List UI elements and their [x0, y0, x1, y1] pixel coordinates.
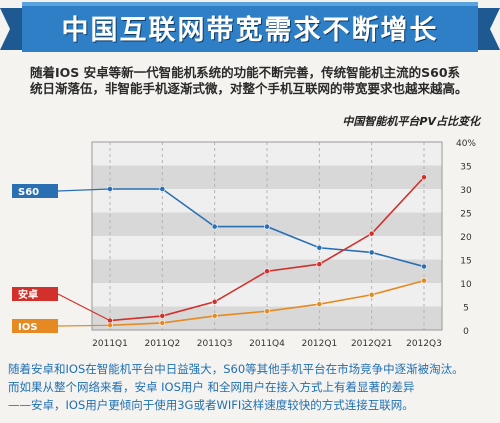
grid-band — [92, 189, 442, 213]
footer-line-3: ——安卓，IOS用户更倾向于使用3G或者WIFI这样速度较快的方式连接互联网。 — [8, 398, 414, 412]
x-tick-label: 2011Q4 — [249, 339, 285, 349]
series-tag-leader — [57, 188, 111, 192]
y-tick-label: 35 — [460, 163, 471, 173]
page-title: 中国互联网带宽需求不断增长 — [61, 15, 439, 46]
y-tick-label: 30 — [460, 186, 472, 196]
data-point — [316, 301, 323, 308]
data-point — [368, 230, 375, 237]
series-tag — [12, 184, 58, 198]
y-tick-label: 25 — [460, 210, 471, 220]
series-tag — [12, 319, 58, 333]
series-tag-label: 安卓 — [18, 288, 38, 301]
data-point — [264, 223, 270, 230]
data-point — [159, 186, 166, 192]
x-tick-label: 2011Q1 — [92, 339, 128, 349]
series-tag-label: S60 — [18, 187, 39, 198]
footer-text: 随着安卓和IOS在智能机平台中日益强大，S60等其他手机平台在市场竞争中逐渐被淘… — [8, 360, 496, 414]
data-point — [264, 268, 270, 275]
grid-band — [92, 236, 442, 260]
chart-title: 中国智能机平台PV占比变化 — [342, 115, 480, 128]
series-tag-leader — [57, 293, 111, 322]
y-tick-label: 5 — [463, 304, 469, 314]
x-tick-label: 2011Q3 — [197, 339, 233, 349]
data-point — [159, 312, 166, 319]
x-tick-label: 2012Q1 — [301, 339, 337, 349]
footer-line-1: 随着安卓和IOS在智能机平台中日益强大，S60等其他手机平台在市场竞争中逐渐被淘… — [8, 362, 464, 376]
x-tick-label: 2012Q21 — [351, 339, 392, 349]
data-point — [368, 291, 375, 298]
y-tick-label: 15 — [460, 257, 471, 267]
y-tick-label: 20 — [460, 233, 472, 243]
plot-frame — [91, 141, 443, 331]
data-point — [316, 244, 323, 251]
series-tag — [12, 287, 58, 301]
x-tick-label: 2011Q2 — [144, 339, 180, 349]
data-point — [211, 298, 218, 305]
series-tag-label: IOS — [18, 322, 37, 333]
data-point — [211, 223, 218, 230]
y-tick-label: 40% — [456, 139, 476, 149]
intro-paragraph: 随着IOS 安卓等新一代智能机系统的功能不断完善，传统智能机主流的S60系统日渐… — [30, 65, 468, 96]
data-point — [421, 277, 427, 284]
banner-band — [22, 2, 478, 52]
data-point — [368, 249, 375, 256]
data-point — [421, 263, 427, 270]
title-banner — [0, 2, 500, 52]
data-point — [211, 312, 218, 319]
grid-band — [92, 165, 442, 189]
series-tag-leader — [57, 324, 111, 327]
grid-band — [92, 142, 442, 166]
data-point — [421, 174, 427, 181]
data-point — [159, 320, 166, 326]
data-point — [264, 308, 270, 315]
footer-line-2: 而如果从整个网络来看，安卓 IOS用户 和全网用户在接入方式上有着显著的差异 — [8, 380, 415, 394]
x-tick-label: 2012Q3 — [406, 339, 442, 349]
y-tick-label: 10 — [460, 280, 472, 290]
y-tick-label: 0 — [463, 327, 469, 337]
data-point — [316, 261, 323, 268]
